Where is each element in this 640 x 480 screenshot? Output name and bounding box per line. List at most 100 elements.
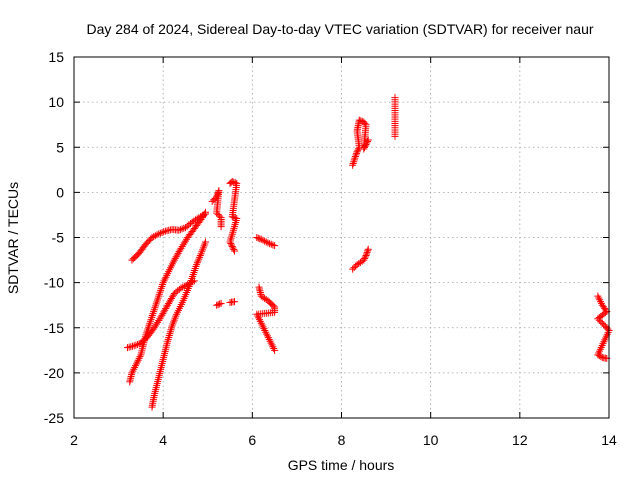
data-point-marker [180, 239, 188, 247]
data-series [124, 277, 198, 352]
data-point-marker [148, 312, 156, 320]
data-point-marker [151, 304, 159, 312]
data-point-marker [267, 240, 275, 248]
data-point-marker [148, 313, 156, 321]
data-point-marker [363, 248, 371, 256]
x-axis-label: GPS time / hours [288, 457, 395, 473]
data-point-marker [178, 243, 186, 251]
data-point-marker [133, 358, 141, 366]
y-tick-label: -15 [44, 320, 64, 336]
y-tick-label: 15 [48, 49, 64, 65]
data-point-marker [228, 243, 236, 251]
data-point-marker [153, 298, 161, 306]
data-point-marker [231, 298, 238, 306]
data-point-marker [269, 241, 277, 249]
data-point-marker [150, 233, 158, 241]
data-point-marker [255, 314, 263, 322]
data-point-marker [149, 310, 157, 318]
data-point-marker [349, 159, 357, 167]
data-point-marker [349, 265, 357, 273]
data-point-marker [217, 223, 225, 231]
data-point-marker [595, 316, 603, 324]
data-point-marker [160, 228, 168, 236]
data-point-marker [202, 238, 210, 246]
data-point-marker [350, 156, 358, 164]
data-point-marker [176, 226, 184, 234]
data-point-marker [157, 284, 165, 292]
axis-ticks: 2 4 6 8 10 12 14 -25 -20 -15 -10 -5 0 5 10 15 [44, 49, 617, 448]
x-tick-label: 2 [70, 432, 78, 448]
data-point-marker [269, 343, 277, 351]
data-point-marker [175, 226, 183, 234]
data-point-marker [354, 146, 362, 154]
data-series [126, 208, 210, 386]
data-point-marker [594, 315, 602, 323]
data-point-marker [230, 246, 238, 254]
data-point-marker [199, 212, 207, 220]
data-point-marker [132, 362, 140, 370]
data-point-marker [262, 328, 270, 336]
data-point-marker [194, 257, 202, 265]
x-tick-label: 14 [601, 432, 617, 448]
data-point-marker [594, 351, 602, 359]
data-point-marker [256, 235, 264, 243]
data-point-marker [130, 365, 138, 373]
y-tick-label: -25 [44, 410, 64, 426]
data-point-marker [152, 320, 160, 328]
data-series [226, 178, 241, 306]
data-point-marker [165, 332, 173, 340]
data-point-marker [256, 317, 264, 325]
data-point-marker [197, 215, 205, 223]
data-point-marker [154, 318, 162, 326]
data-point-marker [216, 212, 224, 220]
data-point-marker [216, 300, 224, 308]
data-point-marker [362, 252, 370, 260]
data-series [253, 234, 279, 354]
data-series [148, 238, 210, 411]
data-point-marker [200, 210, 208, 218]
grid-lines [74, 57, 609, 418]
data-point-marker [153, 231, 161, 239]
data-series [594, 292, 613, 362]
data-point-marker [132, 341, 140, 349]
data-point-marker [150, 306, 158, 314]
data-point-marker [158, 229, 166, 237]
data-point-marker [156, 229, 164, 237]
data-point-marker [196, 252, 204, 260]
data-point-marker [263, 330, 271, 338]
data-point-marker [598, 319, 606, 327]
x-tick-label: 12 [512, 432, 528, 448]
y-axis-label: SDTVAR / TECUs [5, 182, 21, 294]
data-point-marker [196, 253, 204, 261]
data-point-marker [254, 312, 262, 320]
data-point-marker [351, 154, 359, 162]
data-point-marker [162, 273, 170, 281]
data-point-marker [154, 294, 162, 302]
data-point-marker [156, 288, 164, 296]
x-tick-label: 8 [338, 432, 346, 448]
data-point-marker [355, 116, 363, 124]
data-point-marker [361, 119, 369, 127]
data-point-marker [267, 339, 275, 347]
data-point-marker [228, 241, 236, 249]
data-point-marker [164, 335, 172, 343]
data-point-marker [595, 294, 603, 302]
data-point-marker [264, 334, 272, 342]
data-point-marker [352, 151, 360, 159]
data-point-marker [265, 335, 273, 343]
data-point-marker [166, 330, 174, 338]
data-point-marker [253, 310, 261, 318]
y-tick-label: -10 [44, 275, 64, 291]
y-tick-label: 10 [48, 94, 64, 110]
data-point-marker [208, 197, 216, 205]
data-point-marker [353, 149, 361, 157]
data-point-marker [148, 234, 156, 241]
data-point-marker [228, 213, 236, 221]
data-point-marker [129, 367, 137, 375]
data-point-marker [179, 241, 187, 249]
data-point-marker [227, 240, 235, 248]
data-point-marker [260, 325, 268, 333]
data-point-marker [153, 296, 161, 304]
data-point-marker [349, 161, 357, 169]
